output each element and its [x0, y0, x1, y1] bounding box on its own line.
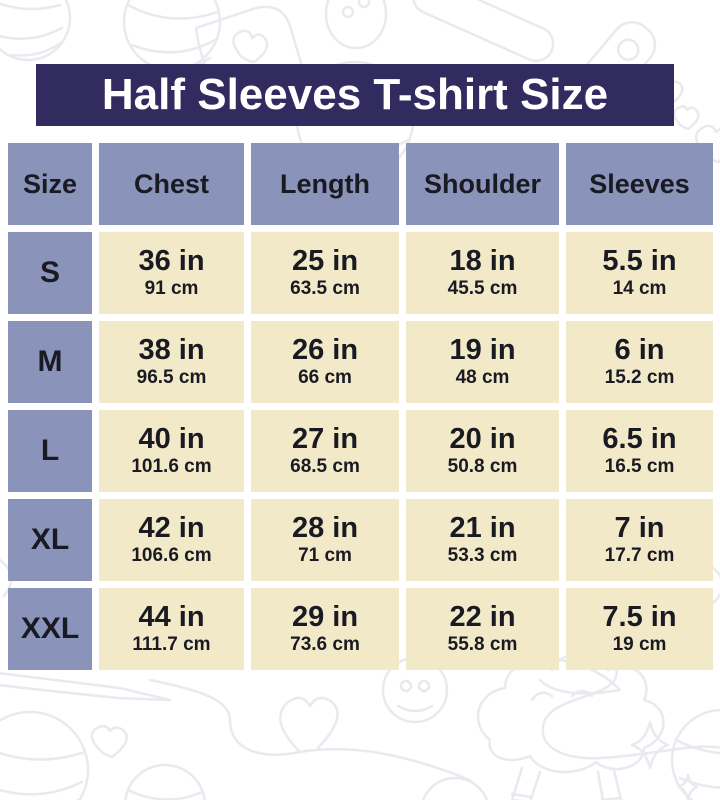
cell-length: 25 in 63.5 cm [251, 232, 399, 314]
measurement-in: 27 in [291, 423, 359, 456]
cell-shoulder: 20 in 50.8 cm [406, 410, 559, 492]
title-banner: Half Sleeves T-shirt Size [36, 64, 674, 126]
column-header-size: Size [8, 143, 92, 225]
measurement-in: 25 in [291, 245, 359, 278]
yarn-ball-icon [124, 763, 206, 800]
measurement-cm: 91 cm [144, 277, 199, 299]
measurement-cm: 17.7 cm [604, 544, 675, 566]
measurement-cm: 66 cm [298, 366, 352, 388]
measurement-in: 29 in [291, 601, 359, 634]
yarn-ball-icon [670, 708, 720, 800]
cell-chest: 40 in 101.6 cm [99, 410, 244, 492]
cell-shoulder: 19 in 48 cm [406, 321, 559, 403]
cell-length: 27 in 68.5 cm [251, 410, 399, 492]
knitting-needle-icon [0, 671, 172, 702]
measurement-cm: 53.3 cm [447, 544, 518, 566]
measurement-in: 5.5 in [602, 245, 677, 278]
measurement-in: 6 in [614, 334, 665, 367]
thread-squiggle-icon [148, 653, 720, 782]
measurement-in: 21 in [449, 512, 516, 545]
cell-sleeves: 7.5 in 19 cm [566, 588, 713, 670]
measurement-cm: 111.7 cm [132, 633, 211, 655]
measurement-cm: 63.5 cm [290, 277, 360, 299]
heart-icon [694, 124, 720, 164]
measurement-cm: 71 cm [298, 544, 352, 566]
yarn-ball-icon [0, 710, 90, 800]
measurement-cm: 19 cm [612, 633, 667, 655]
column-header-chest: Chest [99, 143, 244, 225]
yarn-ball-icon [122, 0, 222, 72]
cell-length: 28 in 71 cm [251, 499, 399, 581]
measurement-cm: 45.5 cm [447, 277, 518, 299]
cell-sleeves: 7 in 17.7 cm [566, 499, 713, 581]
cell-chest: 44 in 111.7 cm [99, 588, 244, 670]
measurement-cm: 16.5 cm [604, 455, 675, 477]
measurement-in: 6.5 in [602, 423, 677, 456]
measurement-cm: 68.5 cm [290, 455, 360, 477]
sparkle-icon [630, 720, 699, 800]
measurement-cm: 106.6 cm [131, 544, 212, 566]
yarn-ball-icon [421, 776, 489, 800]
yarn-ball-icon [0, 0, 72, 62]
measurement-cm: 96.5 cm [136, 366, 207, 388]
measurement-cm: 14 cm [612, 277, 667, 299]
column-header-sleeves: Sleeves [566, 143, 713, 225]
button-icon [324, 0, 388, 50]
column-header-shoulder: Shoulder [406, 143, 559, 225]
measurement-in: 36 in [138, 245, 205, 278]
measurement-in: 20 in [449, 423, 516, 456]
size-label: M [8, 321, 92, 403]
measurement-in: 18 in [449, 245, 516, 278]
cell-length: 29 in 73.6 cm [251, 588, 399, 670]
measurement-in: 22 in [449, 601, 516, 634]
measurement-cm: 50.8 cm [447, 455, 518, 477]
measurement-in: 7 in [614, 512, 665, 545]
size-label: XL [8, 499, 92, 581]
cell-shoulder: 18 in 45.5 cm [406, 232, 559, 314]
sheep-icon [476, 652, 665, 800]
cell-chest: 38 in 96.5 cm [99, 321, 244, 403]
size-label: L [8, 410, 92, 492]
size-label: XXL [8, 588, 92, 670]
cell-shoulder: 22 in 55.8 cm [406, 588, 559, 670]
cell-sleeves: 6 in 15.2 cm [566, 321, 713, 403]
size-label: S [8, 232, 92, 314]
measurement-in: 19 in [449, 334, 516, 367]
cell-sleeves: 5.5 in 14 cm [566, 232, 713, 314]
measurement-in: 7.5 in [602, 601, 677, 634]
size-table: Size Chest Length Shoulder Sleeves S 36 … [8, 143, 713, 670]
column-header-length: Length [251, 143, 399, 225]
cell-sleeves: 6.5 in 16.5 cm [566, 410, 713, 492]
measurement-cm: 55.8 cm [447, 633, 518, 655]
cell-chest: 42 in 106.6 cm [99, 499, 244, 581]
cell-length: 26 in 66 cm [251, 321, 399, 403]
measurement-cm: 73.6 cm [290, 633, 360, 655]
page-title: Half Sleeves T-shirt Size [101, 70, 609, 119]
measurement-in: 44 in [138, 601, 205, 634]
measurement-cm: 48 cm [455, 366, 510, 388]
measurement-in: 26 in [291, 334, 359, 367]
measurement-in: 28 in [291, 512, 359, 545]
measurement-cm: 101.6 cm [131, 455, 212, 477]
cell-chest: 36 in 91 cm [99, 232, 244, 314]
cell-shoulder: 21 in 53.3 cm [406, 499, 559, 581]
measurement-in: 38 in [138, 334, 205, 367]
knitting-needle-icon [411, 0, 555, 63]
measurement-cm: 15.2 cm [604, 366, 675, 388]
heart-icon [90, 724, 128, 759]
measurement-in: 42 in [138, 512, 205, 545]
measurement-in: 40 in [138, 423, 205, 456]
